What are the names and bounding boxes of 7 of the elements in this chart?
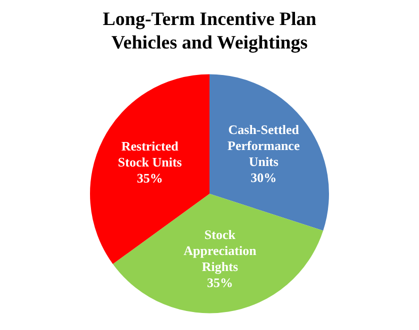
- slice-label: Restricted Stock Units: [118, 138, 182, 170]
- slice-label: Stock Appreciation Rights: [184, 227, 258, 274]
- data-label: 30%: [250, 170, 277, 185]
- data-label: 35%: [206, 275, 233, 290]
- data-label: 35%: [136, 170, 163, 186]
- chart-title: Long-Term Incentive Plan Vehicles and Weightings: [102, 8, 317, 54]
- slice-label: Cash-Settled Performance Units: [228, 122, 300, 169]
